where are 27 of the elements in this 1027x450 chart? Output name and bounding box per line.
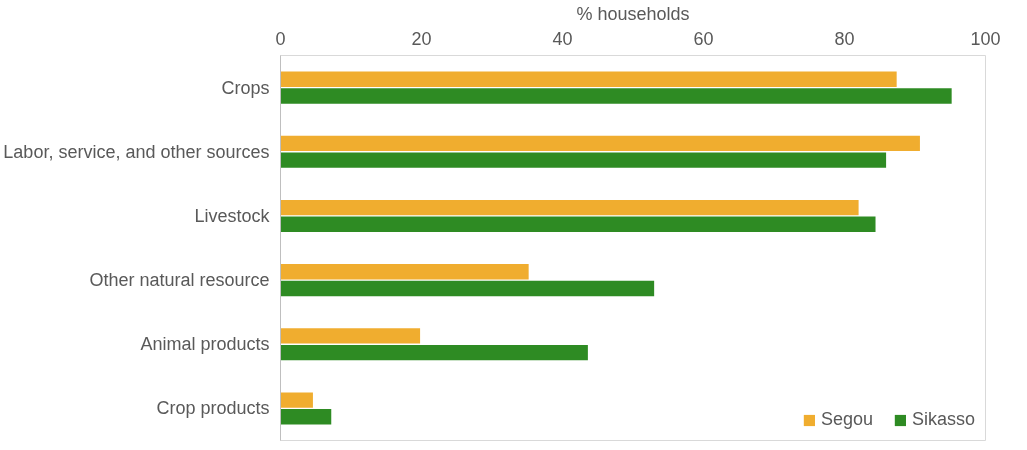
y-tick-label: Livestock — [194, 205, 271, 226]
bar — [280, 135, 920, 152]
x-tick-label: 60 — [693, 28, 714, 49]
y-tick-label: Animal products — [140, 334, 270, 355]
bar — [280, 199, 859, 216]
x-tick-label: 0 — [275, 28, 286, 49]
bar — [280, 328, 421, 344]
legend-label: Segou — [820, 409, 873, 430]
y-tick-label: Crop products — [156, 398, 270, 419]
x-tick-label: 80 — [834, 28, 855, 49]
bar — [280, 344, 588, 361]
x-tick-label: 20 — [411, 28, 432, 49]
bar — [280, 216, 876, 232]
y-tick-label: Labor, service, and other sources — [3, 141, 270, 162]
bar — [280, 409, 332, 425]
bar — [280, 71, 897, 87]
x-axis-title: % households — [576, 3, 690, 24]
legend-label: Sikasso — [911, 409, 975, 430]
y-tick-label: Other natural resource — [89, 270, 270, 291]
bar — [280, 280, 655, 297]
x-tick-label: 100 — [970, 28, 1001, 49]
bar — [280, 152, 887, 168]
bar — [280, 88, 952, 104]
x-tick-label: 40 — [552, 28, 573, 49]
bar — [280, 264, 529, 280]
bar — [280, 392, 313, 408]
y-tick-label: Crops — [221, 77, 270, 98]
